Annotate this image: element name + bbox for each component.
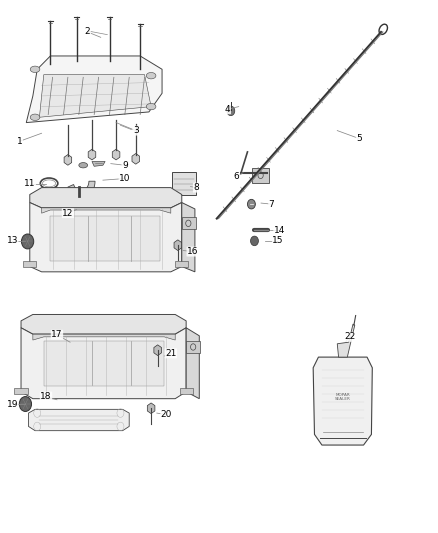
Polygon shape [182, 203, 195, 272]
Circle shape [251, 236, 258, 246]
Polygon shape [92, 161, 105, 166]
Polygon shape [21, 314, 186, 334]
Ellipse shape [30, 114, 40, 120]
Text: 2: 2 [85, 28, 90, 36]
Bar [252, 168, 269, 183]
Text: 18: 18 [40, 392, 52, 401]
Bar [180, 388, 193, 394]
Polygon shape [33, 334, 175, 340]
Text: 7: 7 [268, 200, 275, 208]
Polygon shape [39, 75, 151, 117]
Polygon shape [147, 403, 155, 414]
Polygon shape [64, 155, 72, 165]
Polygon shape [26, 56, 162, 123]
Text: 6: 6 [233, 173, 240, 181]
Circle shape [247, 199, 255, 209]
Text: 21: 21 [165, 349, 177, 358]
Text: 19: 19 [7, 400, 18, 408]
Polygon shape [44, 341, 164, 386]
Text: 20: 20 [161, 410, 172, 419]
Bar [182, 217, 196, 229]
Polygon shape [28, 409, 129, 431]
Text: 17: 17 [51, 330, 63, 339]
Polygon shape [68, 181, 95, 198]
Text: 1: 1 [17, 137, 23, 146]
Polygon shape [30, 203, 182, 272]
Text: MOPAR
SEALER: MOPAR SEALER [335, 393, 351, 401]
Text: 4: 4 [225, 105, 230, 114]
Polygon shape [21, 328, 186, 399]
Bar [172, 172, 196, 195]
Circle shape [227, 106, 235, 116]
Polygon shape [88, 149, 96, 160]
Text: 8: 8 [193, 183, 199, 192]
Circle shape [19, 397, 32, 411]
Text: 15: 15 [272, 237, 284, 245]
Text: 3: 3 [133, 126, 139, 135]
Ellipse shape [79, 163, 88, 168]
Polygon shape [112, 149, 120, 160]
Polygon shape [337, 324, 355, 357]
Polygon shape [30, 188, 182, 208]
Polygon shape [313, 357, 372, 445]
Bar [23, 261, 36, 267]
Polygon shape [50, 216, 160, 261]
Bar [175, 261, 188, 267]
Text: 12: 12 [62, 209, 74, 217]
Polygon shape [42, 208, 171, 213]
Ellipse shape [146, 103, 156, 110]
Circle shape [21, 234, 34, 249]
Polygon shape [154, 345, 162, 356]
Polygon shape [132, 154, 140, 164]
Polygon shape [186, 328, 199, 399]
Text: 9: 9 [122, 161, 128, 169]
Bar [14, 388, 28, 394]
Text: 22: 22 [345, 333, 356, 341]
Text: 11: 11 [24, 180, 35, 188]
Polygon shape [174, 240, 182, 251]
Text: 16: 16 [187, 247, 198, 256]
Text: 14: 14 [274, 226, 285, 235]
Text: 5: 5 [356, 134, 362, 143]
Bar [186, 341, 200, 353]
Text: 13: 13 [7, 237, 18, 245]
Ellipse shape [146, 72, 156, 79]
Ellipse shape [30, 66, 40, 72]
Text: 10: 10 [119, 174, 131, 183]
